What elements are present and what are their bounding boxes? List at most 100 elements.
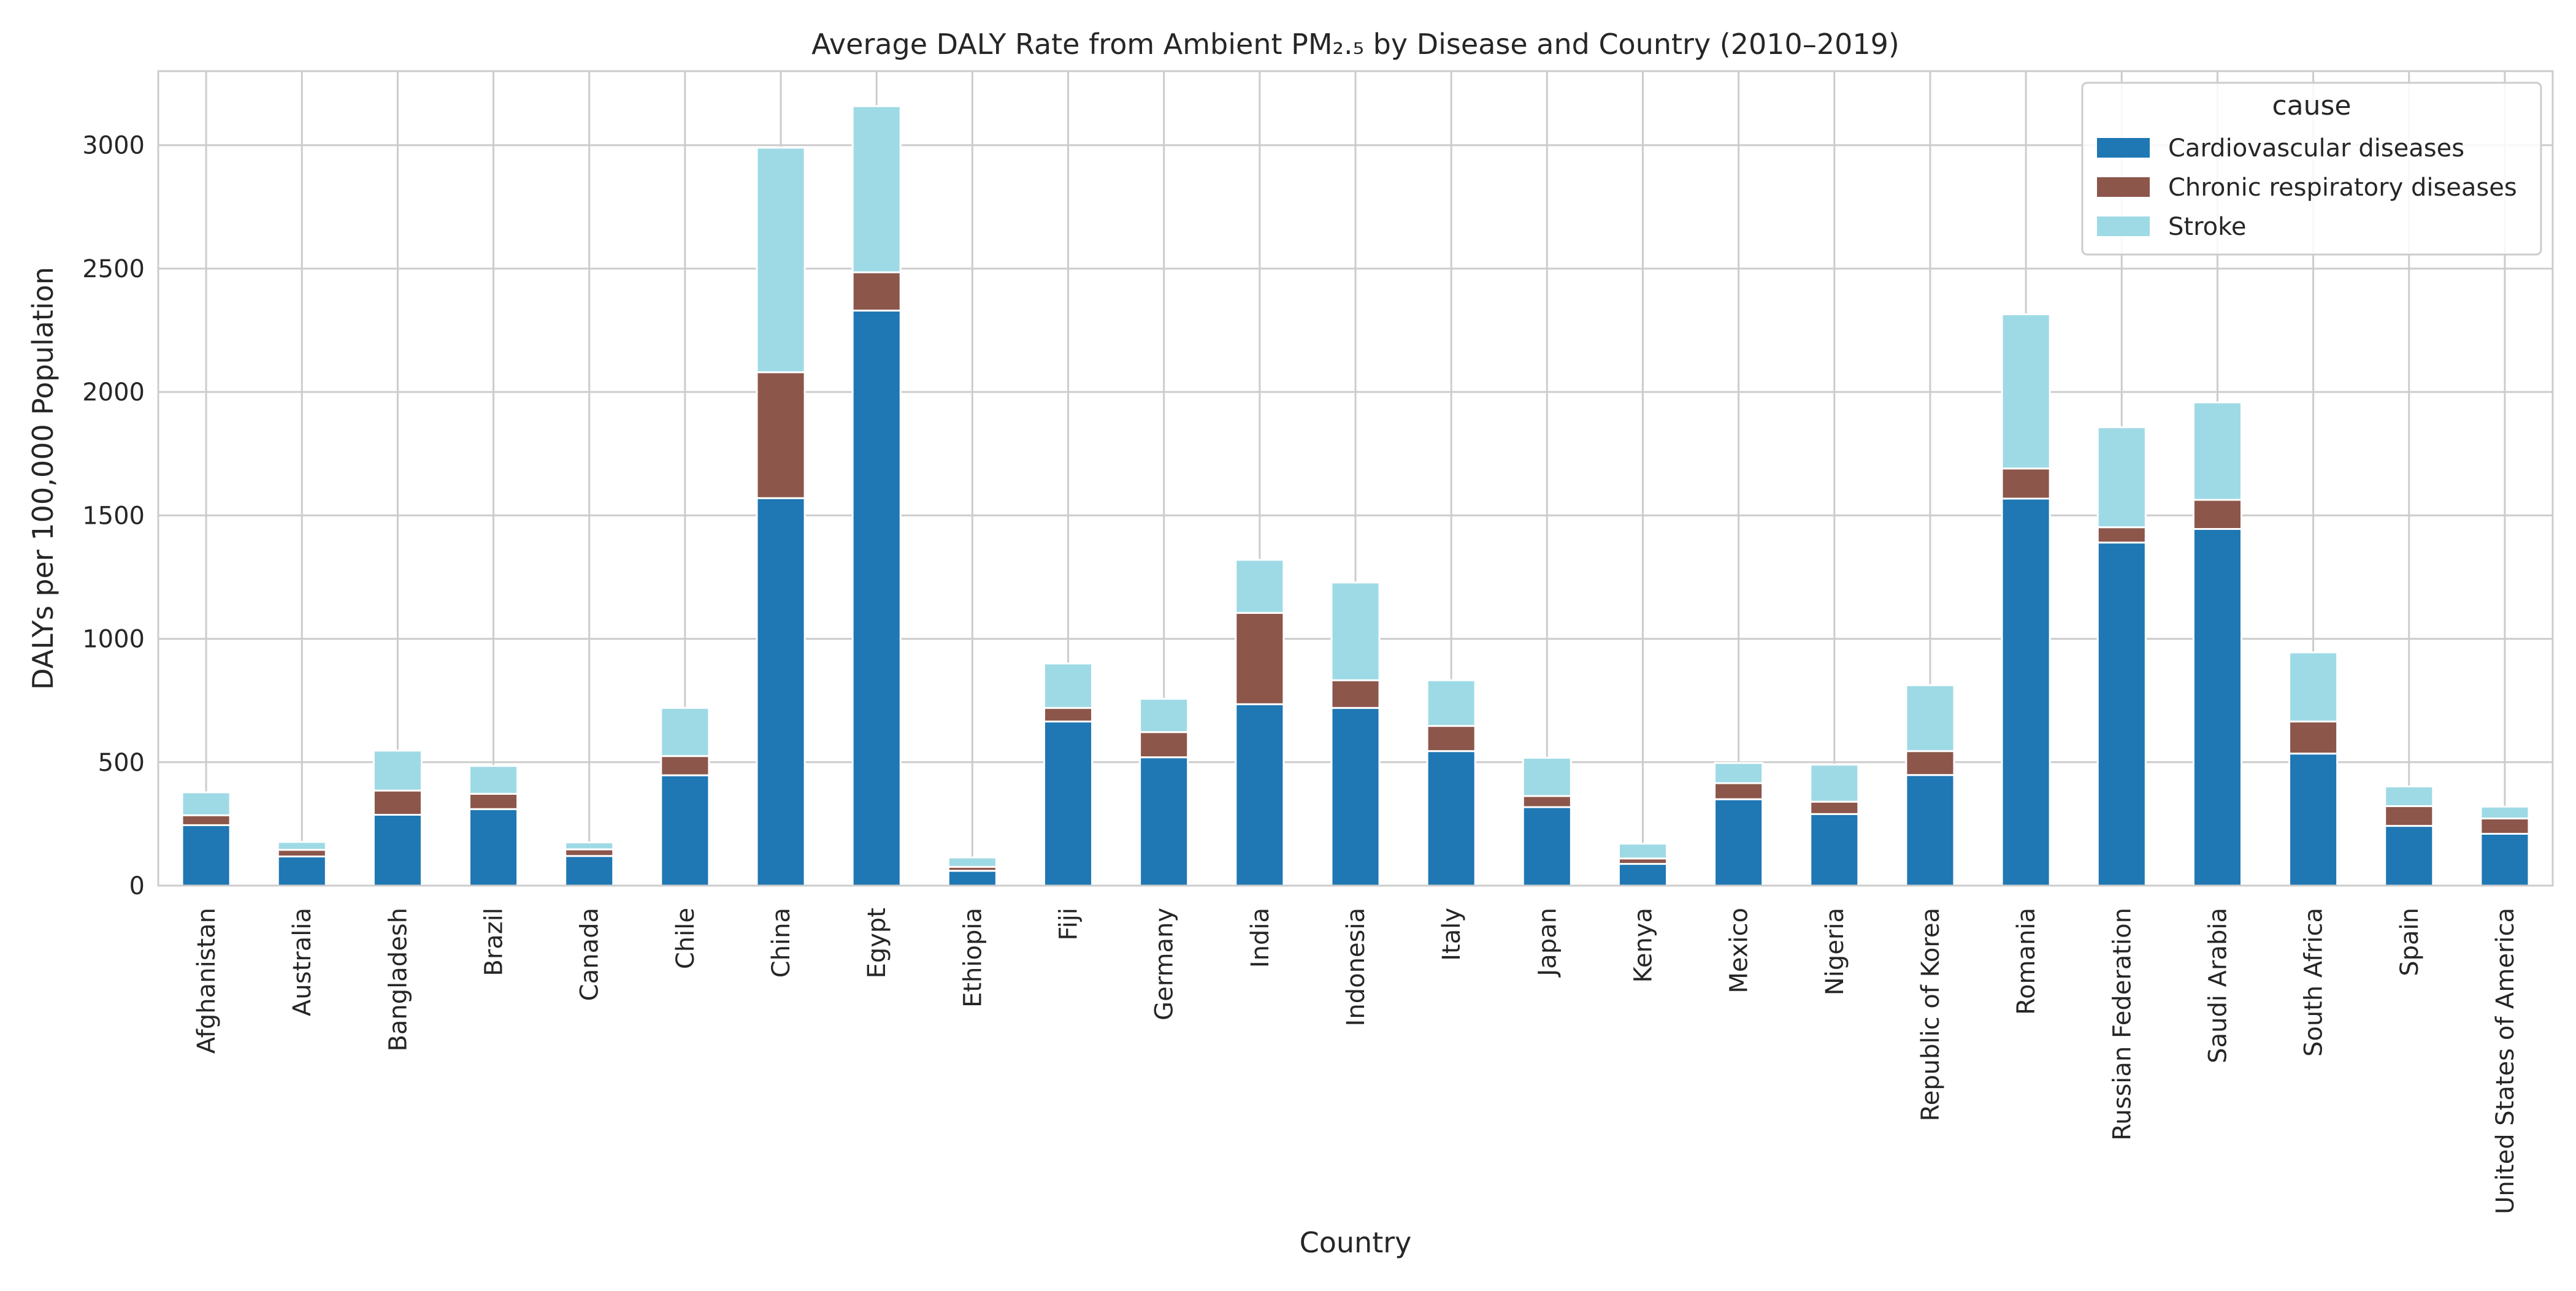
x-tick-label: South Africa — [2300, 908, 2328, 1057]
bar-segment — [1522, 757, 1572, 797]
y-axis-label: DALYs per 100,000 Population — [26, 267, 59, 690]
bar-segment — [2192, 527, 2242, 887]
bar-segment — [277, 841, 327, 851]
bar-segment — [2480, 832, 2530, 887]
bar-segment — [564, 855, 615, 887]
bar-segment — [181, 791, 231, 816]
bar-segment — [1235, 559, 1285, 614]
bar-segment — [1043, 720, 1094, 887]
bar-segment — [1714, 762, 1764, 784]
bar-segment — [660, 707, 710, 757]
bar-segment — [1235, 703, 1285, 887]
legend-label: Chronic respiratory diseases — [2168, 174, 2517, 202]
y-tick-label: 1500 — [82, 502, 145, 530]
bar-segment — [1043, 662, 1094, 709]
bar-segment — [2096, 542, 2147, 887]
x-tick-label: Canada — [576, 908, 604, 1001]
bar-segment — [947, 856, 997, 868]
bar-segment — [947, 870, 997, 887]
x-tick-label: Ethiopia — [959, 908, 987, 1008]
x-tick-label: Afghanistan — [193, 908, 221, 1054]
bar-segment — [469, 765, 519, 795]
bar-segment — [564, 848, 615, 857]
y-tick-label: 2000 — [82, 378, 145, 407]
bar-segment — [1139, 731, 1189, 759]
bar-segment — [1905, 684, 1955, 753]
bar-segment — [756, 147, 806, 374]
x-tick-label: Italy — [1438, 908, 1466, 961]
bar-segment — [1522, 795, 1572, 808]
bar-segment — [2192, 499, 2242, 530]
legend-items: Cardiovascular diseases Chronic respirato… — [2097, 134, 2517, 241]
bar-segment — [1809, 813, 1860, 887]
legend-label: Stroke — [2168, 213, 2246, 241]
legend-title: cause — [2272, 90, 2351, 121]
bar-segment — [1426, 679, 1476, 727]
x-tick-label: Fiji — [1055, 908, 1083, 940]
bar-segment — [1043, 707, 1094, 722]
legend-swatch — [2097, 177, 2150, 197]
bar-segment — [660, 774, 710, 887]
x-tick-label: Egypt — [863, 908, 891, 978]
bar-segment — [181, 814, 231, 826]
x-tick-label: Romania — [2012, 908, 2041, 1015]
x-tick-label: Bangladesh — [384, 908, 412, 1052]
bar-segment — [372, 789, 423, 816]
bar-segment — [2288, 753, 2339, 887]
x-tick-label: United States of America — [2491, 908, 2520, 1214]
x-tick-label: Republic of Korea — [1917, 908, 1945, 1121]
bar-segment — [1905, 774, 1955, 887]
bar-segment — [1714, 782, 1764, 800]
x-tick-label: Russian Federation — [2108, 908, 2136, 1141]
bar-segment — [1330, 679, 1381, 709]
bar-segment — [2001, 313, 2051, 470]
bar-segment — [851, 309, 902, 887]
bar-segment — [2288, 720, 2339, 755]
bar-segment — [1905, 750, 1955, 776]
x-tick-label: Germany — [1151, 908, 1179, 1021]
bar-segment — [564, 841, 615, 851]
bar-segment — [756, 497, 806, 887]
bar-segment — [1809, 764, 1860, 803]
bar-segment — [1426, 750, 1476, 887]
bar-segment — [2096, 526, 2147, 544]
x-tick-label: Spain — [2396, 908, 2424, 976]
bars — [181, 105, 2530, 887]
bar-segment — [1235, 611, 1285, 705]
bar-segment — [181, 824, 231, 887]
x-tick-label: Japan — [1533, 908, 1562, 978]
bar-segment — [277, 849, 327, 858]
x-tick-label: Saudi Arabia — [2204, 908, 2232, 1063]
bar-segment — [2480, 818, 2530, 835]
bar-segment — [469, 792, 519, 810]
chart-title: Average DALY Rate from Ambient PM₂.₅ by … — [811, 28, 1899, 61]
bar-segment — [1617, 843, 1668, 860]
y-tick-label: 1000 — [82, 626, 145, 654]
bar-segment — [2384, 785, 2434, 807]
bar-segment — [1522, 806, 1572, 887]
bar-segment — [2001, 497, 2051, 887]
bar-segment — [277, 856, 327, 887]
legend-box — [2081, 82, 2542, 256]
bar-segment — [2096, 426, 2147, 529]
bar-segment — [372, 814, 423, 887]
bar-segment — [1426, 725, 1476, 753]
y-tick-label: 0 — [129, 872, 145, 900]
bar-segment — [756, 371, 806, 499]
bar-segment — [2480, 805, 2530, 820]
x-tick-label: Brazil — [480, 908, 508, 976]
bar-segment — [1809, 800, 1860, 815]
x-tick-label: Indonesia — [1342, 908, 1370, 1026]
x-tick-label: Australia — [288, 908, 316, 1016]
plot-frame — [157, 70, 2554, 887]
legend-swatch — [2097, 216, 2150, 236]
legend-label: Cardiovascular diseases — [2168, 134, 2464, 163]
bar-segment — [2192, 401, 2242, 501]
bar-segment — [660, 755, 710, 776]
bar-segment — [851, 271, 902, 312]
bar-segment — [2384, 805, 2434, 827]
legend: cause Cardiovascular diseases Chronic res… — [2081, 82, 2542, 256]
bar-segment — [1139, 756, 1189, 887]
